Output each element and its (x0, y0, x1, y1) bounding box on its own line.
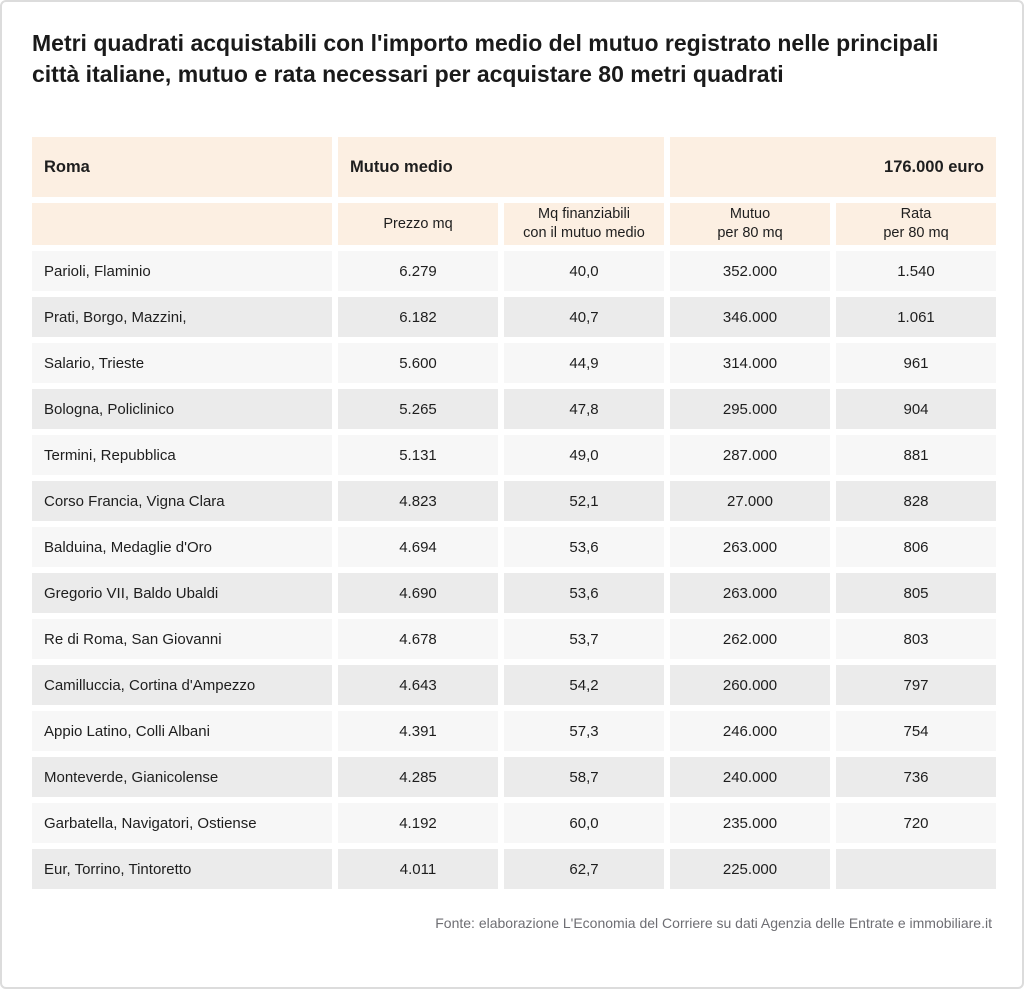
cell-zona: Camilluccia, Cortina d'Ampezzo (32, 665, 332, 705)
column-header-mutuo-80mq: Mutuo per 80 mq (670, 203, 830, 245)
cell-zona: Garbatella, Navigatori, Ostiense (32, 803, 332, 843)
cell-rata-80mq: 797 (836, 665, 996, 705)
mortgage-label: Mutuo medio (338, 137, 664, 197)
cell-mq-finanziabili: 40,0 (504, 251, 664, 291)
cell-prezzo-mq: 4.690 (338, 573, 498, 613)
cell-prezzo-mq: 5.600 (338, 343, 498, 383)
cell-zona: Appio Latino, Colli Albani (32, 711, 332, 751)
cell-mq-finanziabili: 53,6 (504, 527, 664, 567)
cell-prezzo-mq: 4.011 (338, 849, 498, 889)
cell-mq-finanziabili: 47,8 (504, 389, 664, 429)
cell-mutuo-80mq: 235.000 (670, 803, 830, 843)
mortgage-value: 176.000 euro (670, 137, 996, 197)
cell-prezzo-mq: 4.285 (338, 757, 498, 797)
cell-mq-finanziabili: 49,0 (504, 435, 664, 475)
cell-mutuo-80mq: 314.000 (670, 343, 830, 383)
cell-mutuo-80mq: 246.000 (670, 711, 830, 751)
cell-mutuo-80mq: 263.000 (670, 573, 830, 613)
cell-mq-finanziabili: 40,7 (504, 297, 664, 337)
cell-prezzo-mq: 4.643 (338, 665, 498, 705)
cell-zona: Eur, Torrino, Tintoretto (32, 849, 332, 889)
cell-mq-finanziabili: 44,9 (504, 343, 664, 383)
cell-rata-80mq: 961 (836, 343, 996, 383)
cell-mutuo-80mq: 295.000 (670, 389, 830, 429)
data-table: Roma Mutuo medio 176.000 euro Prezzo mq … (32, 137, 996, 889)
cell-prezzo-mq: 4.823 (338, 481, 498, 521)
cell-rata-80mq: 805 (836, 573, 996, 613)
cell-mutuo-80mq: 346.000 (670, 297, 830, 337)
column-header-prezzo-mq: Prezzo mq (338, 203, 498, 245)
cell-rata-80mq: 828 (836, 481, 996, 521)
column-header-spacer (32, 203, 332, 245)
cell-zona: Monteverde, Gianicolense (32, 757, 332, 797)
column-header-mq-finanziabili: Mq finanziabili con il mutuo medio (504, 203, 664, 245)
cell-prezzo-mq: 4.391 (338, 711, 498, 751)
cell-prezzo-mq: 4.694 (338, 527, 498, 567)
cell-mq-finanziabili: 53,6 (504, 573, 664, 613)
cell-rata-80mq: 1.061 (836, 297, 996, 337)
cell-zona: Prati, Borgo, Mazzini, (32, 297, 332, 337)
cell-mq-finanziabili: 52,1 (504, 481, 664, 521)
cell-mutuo-80mq: 263.000 (670, 527, 830, 567)
cell-zona: Bologna, Policlinico (32, 389, 332, 429)
cell-mutuo-80mq: 27.000 (670, 481, 830, 521)
cell-mutuo-80mq: 352.000 (670, 251, 830, 291)
cell-zona: Termini, Repubblica (32, 435, 332, 475)
cell-prezzo-mq: 4.678 (338, 619, 498, 659)
cell-prezzo-mq: 6.182 (338, 297, 498, 337)
cell-mutuo-80mq: 287.000 (670, 435, 830, 475)
cell-rata-80mq: 736 (836, 757, 996, 797)
cell-rata-80mq (836, 849, 996, 889)
cell-rata-80mq: 720 (836, 803, 996, 843)
cell-mq-finanziabili: 57,3 (504, 711, 664, 751)
cell-prezzo-mq: 4.192 (338, 803, 498, 843)
cell-mutuo-80mq: 262.000 (670, 619, 830, 659)
cell-mq-finanziabili: 60,0 (504, 803, 664, 843)
cell-mutuo-80mq: 225.000 (670, 849, 830, 889)
page-title: Metri quadrati acquistabili con l'import… (32, 30, 939, 87)
cell-zona: Parioli, Flaminio (32, 251, 332, 291)
cell-mq-finanziabili: 53,7 (504, 619, 664, 659)
cell-zona: Corso Francia, Vigna Clara (32, 481, 332, 521)
cell-rata-80mq: 754 (836, 711, 996, 751)
city-header: Roma (32, 137, 332, 197)
cell-mq-finanziabili: 58,7 (504, 757, 664, 797)
cell-mutuo-80mq: 260.000 (670, 665, 830, 705)
cell-rata-80mq: 806 (836, 527, 996, 567)
column-header-rata-80mq: Rata per 80 mq (836, 203, 996, 245)
cell-mq-finanziabili: 62,7 (504, 849, 664, 889)
cell-rata-80mq: 904 (836, 389, 996, 429)
cell-rata-80mq: 803 (836, 619, 996, 659)
cell-prezzo-mq: 5.131 (338, 435, 498, 475)
source-note: Fonte: elaborazione L'Economia del Corri… (435, 915, 992, 931)
cell-rata-80mq: 1.540 (836, 251, 996, 291)
cell-rata-80mq: 881 (836, 435, 996, 475)
cell-prezzo-mq: 5.265 (338, 389, 498, 429)
cell-zona: Re di Roma, San Giovanni (32, 619, 332, 659)
cell-zona: Gregorio VII, Baldo Ubaldi (32, 573, 332, 613)
cell-mutuo-80mq: 240.000 (670, 757, 830, 797)
cell-zona: Salario, Trieste (32, 343, 332, 383)
cell-zona: Balduina, Medaglie d'Oro (32, 527, 332, 567)
cell-mq-finanziabili: 54,2 (504, 665, 664, 705)
cell-prezzo-mq: 6.279 (338, 251, 498, 291)
